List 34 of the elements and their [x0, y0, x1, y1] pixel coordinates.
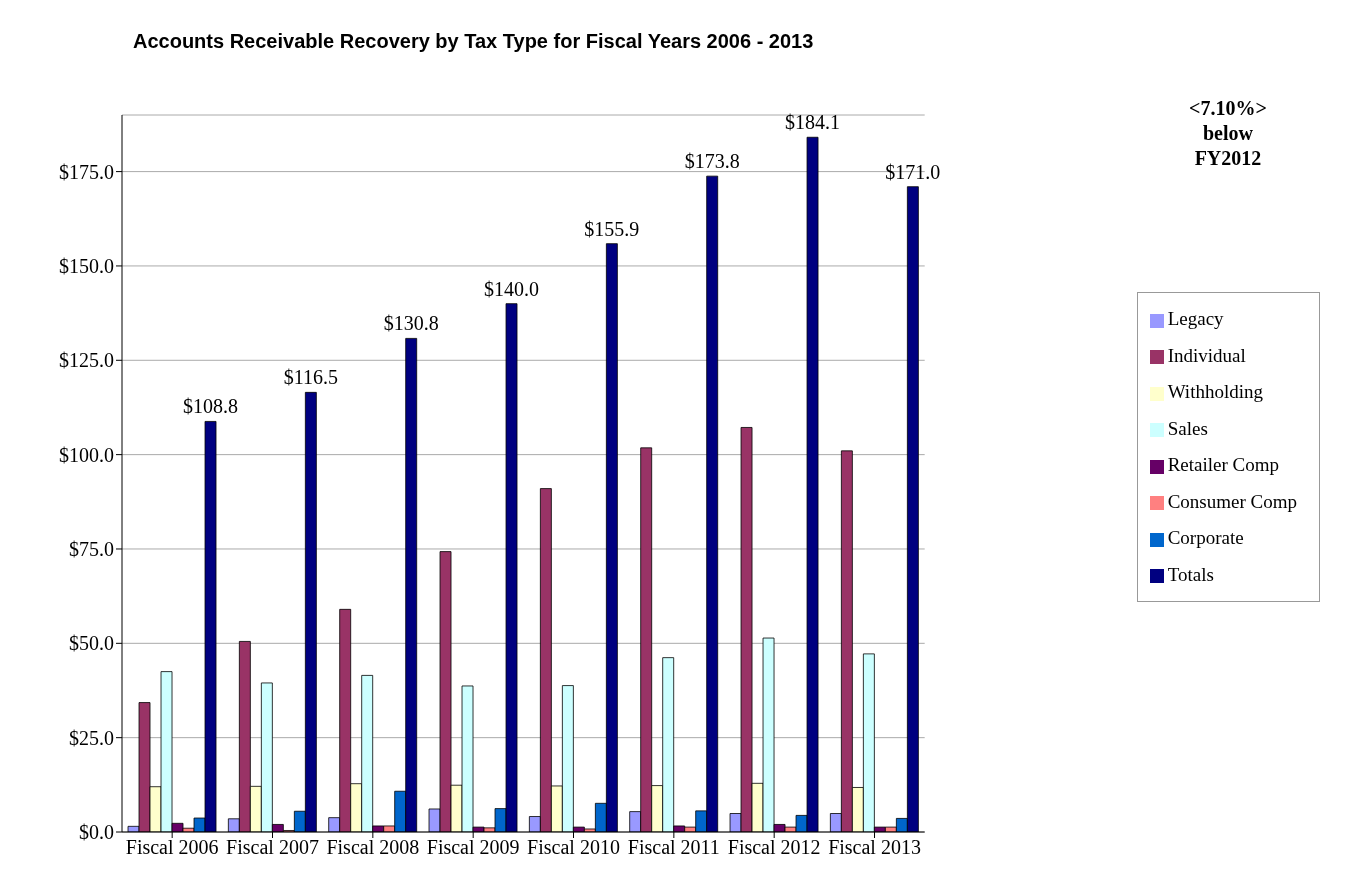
y-tick-label: $125.0 — [59, 349, 114, 372]
y-tick-label: $0.0 — [79, 821, 114, 844]
x-tick-label: Fiscal 2008 — [326, 836, 420, 859]
legend-label: Individual — [1167, 344, 1246, 366]
x-tick-label: Fiscal 2013 — [828, 836, 921, 859]
x-tick-label: Fiscal 2006 — [125, 836, 219, 859]
legend-label: Corporate — [1167, 527, 1244, 548]
x-tick-label: Fiscal 2011 — [627, 836, 720, 859]
x-tick-label: Fiscal 2010 — [527, 836, 620, 859]
text: <7.10%> below FY2012 — [1188, 96, 1268, 171]
data-label: $155.9 — [584, 217, 640, 240]
data-label: $173.8 — [684, 150, 740, 173]
legend-label: Retailer Comp — [1167, 454, 1280, 475]
y-tick-label: $150.0 — [59, 255, 114, 278]
legend-label: Totals — [1167, 563, 1214, 585]
data-label: $140.0 — [484, 277, 540, 300]
y-tick-label: $25.0 — [69, 726, 114, 749]
y-tick-label: $175.0 — [59, 160, 114, 183]
legend-label: Consumer Comp — [1167, 490, 1297, 512]
data-label: $184.1 — [785, 111, 841, 134]
x-tick-label: Fiscal 2009 — [426, 836, 520, 859]
chart-title: Accounts Receivable Recovery by Tax Type for Fiscal Years 2006 - 2013 — [133, 30, 814, 53]
y-tick-label: $75.0 — [69, 538, 114, 561]
data-label: $116.5 — [283, 366, 338, 389]
y-tick-label: $50.0 — [69, 632, 114, 655]
x-tick-label: Fiscal 2012 — [727, 836, 821, 859]
legend-label: Sales — [1167, 417, 1208, 439]
data-label: $108.8 — [183, 395, 239, 418]
data-label: $171.0 — [885, 160, 941, 183]
legend-label: Withholding — [1167, 381, 1263, 402]
x-tick-label: Fiscal 2007 — [226, 836, 319, 859]
y-tick-label: $100.0 — [59, 443, 114, 466]
legend-label: Legacy — [1167, 308, 1224, 329]
data-label: $130.8 — [383, 312, 439, 335]
